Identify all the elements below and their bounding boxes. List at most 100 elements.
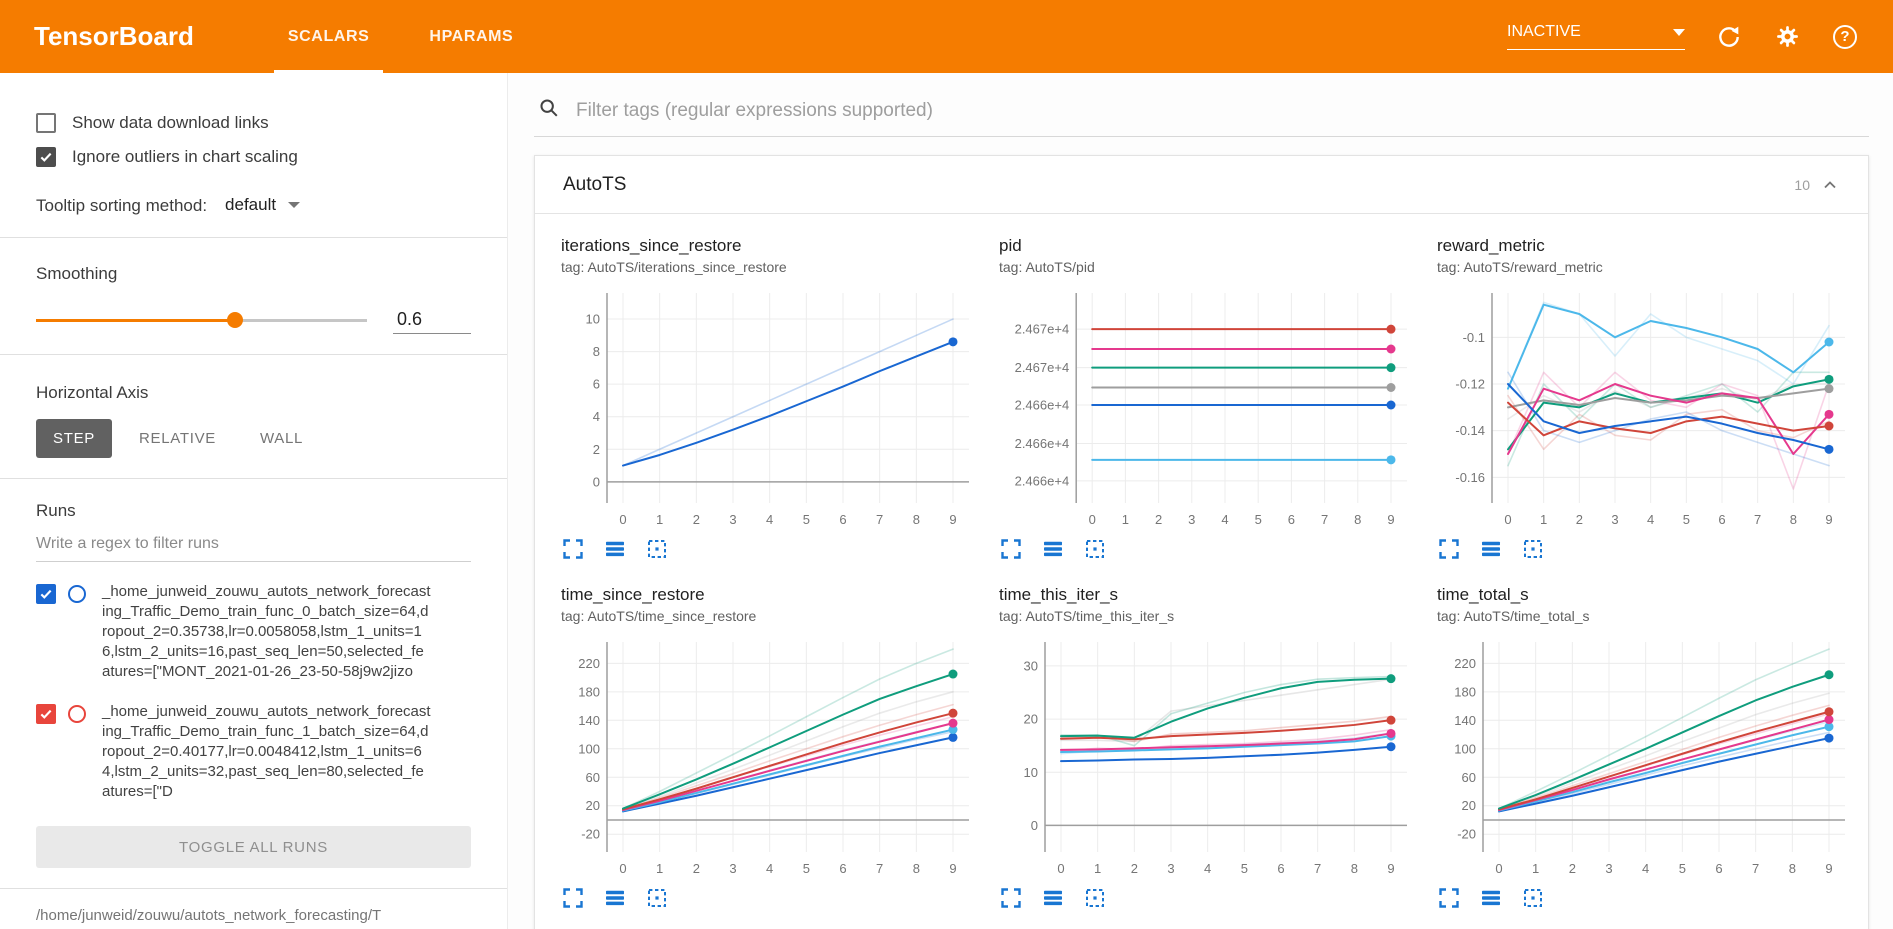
- tooltip-sorting-dropdown[interactable]: default: [225, 195, 301, 217]
- chart-plot[interactable]: 0 1 2 3 4 5 6 7 8 9 0 2 4 6 8 10: [561, 281, 981, 533]
- svg-text:2: 2: [1576, 512, 1583, 527]
- chart-title: iterations_since_restore: [561, 236, 742, 255]
- chart-actions: [1437, 537, 1857, 561]
- runs-list: _home_junweid_zouwu_autots_network_forec…: [36, 582, 471, 802]
- expand-chart-icon[interactable]: [561, 886, 585, 910]
- tag-group-count: 10: [1794, 176, 1810, 193]
- horizontal-axis-buttons: STEP RELATIVE WALL: [36, 419, 471, 458]
- tab-bar: SCALARS HPARAMS: [258, 0, 543, 73]
- run-name: _home_junweid_zouwu_autots_network_forec…: [102, 583, 431, 680]
- fit-domain-icon[interactable]: [645, 886, 669, 910]
- sidebar: Show data download links Ignore outliers…: [0, 73, 508, 929]
- smoothing-value-input[interactable]: [393, 306, 471, 334]
- expand-chart-icon[interactable]: [999, 537, 1023, 561]
- settings-icon[interactable]: [1773, 23, 1801, 51]
- app-body: Show data download links Ignore outliers…: [0, 73, 1893, 929]
- tag-group-header[interactable]: AutoTS 10: [535, 156, 1868, 214]
- checkbox-show-download-links[interactable]: Show data download links: [36, 113, 471, 133]
- collapse-icon[interactable]: [1820, 175, 1840, 195]
- tooltip-sorting-value: default: [225, 195, 277, 214]
- log-directory-path: /home/junweid/zouwu/autots_network_forec…: [36, 907, 382, 929]
- data-table-icon[interactable]: [1479, 537, 1503, 561]
- svg-text:100: 100: [578, 741, 600, 756]
- svg-text:9: 9: [949, 861, 956, 876]
- svg-text:30: 30: [1024, 658, 1038, 673]
- svg-text:20: 20: [1462, 798, 1476, 813]
- data-table-icon[interactable]: [1041, 886, 1065, 910]
- chart-plot[interactable]: 0 1 2 3 4 5 6 7 8 9 0 10 20 30: [999, 630, 1419, 882]
- dropdown-caret-icon: [288, 202, 301, 208]
- svg-text:1: 1: [1094, 861, 1101, 876]
- chart-tag: tag: AutoTS/time_total_s: [1437, 608, 1590, 624]
- svg-text:2: 2: [693, 512, 700, 527]
- run-checkbox[interactable]: [36, 584, 56, 604]
- data-table-icon[interactable]: [603, 886, 627, 910]
- svg-text:10: 10: [1024, 765, 1038, 780]
- search-icon: [538, 97, 560, 124]
- app-title: TensorBoard: [34, 21, 194, 51]
- run-name: _home_junweid_zouwu_autots_network_forec…: [102, 703, 431, 800]
- toggle-all-runs-button[interactable]: TOGGLE ALL RUNS: [36, 826, 471, 868]
- svg-text:9: 9: [1825, 512, 1832, 527]
- axis-button-step[interactable]: STEP: [36, 419, 112, 458]
- svg-text:3: 3: [1611, 512, 1618, 527]
- chart-actions: [561, 886, 981, 910]
- svg-text:20: 20: [586, 798, 600, 813]
- svg-text:2.467e+4: 2.467e+4: [1015, 322, 1070, 337]
- checkbox-checked-icon[interactable]: [36, 147, 56, 167]
- chart-plot[interactable]: 0 1 2 3 4 5 6 7 8 9 -20 20 60 100 140 180 220: [1437, 630, 1857, 882]
- run-radio-button[interactable]: [68, 585, 86, 603]
- expand-chart-icon[interactable]: [999, 886, 1023, 910]
- run-radio-button[interactable]: [68, 705, 86, 723]
- svg-text:7: 7: [876, 512, 883, 527]
- tag-filter-bar: [534, 93, 1869, 137]
- fit-domain-icon[interactable]: [645, 537, 669, 561]
- tab-hparams[interactable]: HPARAMS: [399, 0, 543, 73]
- data-table-icon[interactable]: [1041, 537, 1065, 561]
- axis-button-wall[interactable]: WALL: [243, 419, 320, 458]
- chart-plot[interactable]: 0 1 2 3 4 5 6 7 8 9 -20 20 60 100 140 180 220: [561, 630, 981, 882]
- help-icon[interactable]: ?: [1831, 23, 1859, 51]
- fit-domain-icon[interactable]: [1083, 537, 1107, 561]
- run-checkbox[interactable]: [36, 704, 56, 724]
- fit-domain-icon[interactable]: [1083, 886, 1107, 910]
- general-settings-section: Show data download links Ignore outliers…: [0, 95, 507, 237]
- svg-text:-20: -20: [581, 827, 600, 842]
- runs-filter-input[interactable]: [36, 525, 471, 562]
- expand-chart-icon[interactable]: [1437, 886, 1461, 910]
- chart-actions: [999, 537, 1419, 561]
- tab-scalars[interactable]: SCALARS: [258, 0, 400, 73]
- data-table-icon[interactable]: [1479, 886, 1503, 910]
- axis-button-relative[interactable]: RELATIVE: [122, 419, 233, 458]
- app-header: TensorBoard SCALARS HPARAMS INACTIVE: [0, 0, 1893, 73]
- status-dropdown[interactable]: INACTIVE: [1507, 23, 1685, 50]
- expand-chart-icon[interactable]: [1437, 537, 1461, 561]
- svg-text:7: 7: [1314, 861, 1321, 876]
- svg-text:3: 3: [1605, 861, 1612, 876]
- run-item: _home_junweid_zouwu_autots_network_forec…: [36, 702, 471, 802]
- data-table-icon[interactable]: [603, 537, 627, 561]
- svg-text:0: 0: [1504, 512, 1511, 527]
- chart-plot[interactable]: 0 1 2 3 4 5 6 7 8 9 2.467e+4 2.467e+4 2.466e+4 2.466e…: [999, 281, 1419, 533]
- fit-domain-icon[interactable]: [1521, 886, 1545, 910]
- svg-text:2.467e+4: 2.467e+4: [1015, 360, 1070, 375]
- svg-text:7: 7: [1752, 861, 1759, 876]
- chart-plot[interactable]: 0 1 2 3 4 5 6 7 8 9 -0.1 -0.12 -0.14 -0.16: [1437, 281, 1857, 533]
- smoothing-slider[interactable]: [36, 312, 367, 328]
- refresh-icon[interactable]: [1715, 23, 1743, 51]
- chart-title: time_since_restore: [561, 585, 705, 604]
- svg-text:5: 5: [803, 861, 810, 876]
- checkbox-ignore-outliers[interactable]: Ignore outliers in chart scaling: [36, 147, 471, 167]
- svg-text:220: 220: [1454, 656, 1476, 671]
- checkbox-unchecked-icon[interactable]: [36, 113, 56, 133]
- tag-filter-input[interactable]: [576, 99, 1865, 122]
- smoothing-slider-knob[interactable]: [226, 312, 243, 328]
- svg-text:6: 6: [839, 512, 846, 527]
- fit-domain-icon[interactable]: [1521, 537, 1545, 561]
- chart-card: pid tag: AutoTS/pid 0 1 2 3 4 5 6 7 8 9 2.467e+4 2.46…: [999, 236, 1419, 561]
- svg-text:8: 8: [593, 344, 600, 359]
- svg-text:2: 2: [1131, 861, 1138, 876]
- svg-text:3: 3: [729, 861, 736, 876]
- expand-chart-icon[interactable]: [561, 537, 585, 561]
- chart-card: time_this_iter_s tag: AutoTS/time_this_it…: [999, 585, 1419, 910]
